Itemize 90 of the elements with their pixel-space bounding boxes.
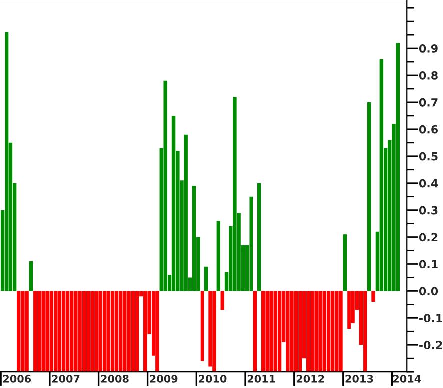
bar (110, 291, 115, 372)
bar (266, 291, 270, 372)
bar (330, 291, 335, 372)
bar (326, 291, 331, 372)
bar (298, 291, 302, 372)
bar (42, 291, 46, 372)
bar (90, 291, 94, 372)
bar (339, 291, 343, 372)
bar (314, 291, 318, 372)
y-tick-label: 0.0 (419, 287, 438, 296)
bar (86, 291, 90, 372)
bar (74, 291, 78, 372)
x-tick-label: 2006 (3, 375, 32, 383)
bar (58, 291, 62, 372)
x-tick-label: 2008 (101, 375, 129, 383)
bar (261, 291, 266, 372)
bar (34, 291, 38, 372)
bar (310, 291, 314, 372)
bar (131, 291, 136, 372)
x-tick-label: 2013 (346, 375, 374, 383)
y-tick-label: 0.2 (419, 233, 438, 242)
bar (290, 291, 294, 372)
bar (204, 266, 208, 292)
bar (372, 291, 376, 302)
bar (322, 291, 327, 372)
bar (102, 291, 106, 372)
bar (396, 43, 400, 292)
y-tick-label: 0.8 (419, 71, 438, 80)
bar (114, 291, 119, 372)
bar (37, 291, 42, 372)
bar (220, 291, 225, 310)
x-tick-label: 2012 (296, 375, 324, 383)
bar (250, 196, 254, 292)
y-tick-label: 0.4 (419, 179, 438, 188)
x-tick-label: 2009 (150, 375, 178, 383)
bar (156, 291, 160, 372)
bar (66, 291, 70, 372)
bar (94, 291, 98, 372)
bar (270, 291, 274, 372)
bar (367, 102, 372, 292)
bar (274, 291, 278, 372)
bar (119, 291, 123, 372)
bar (380, 59, 384, 292)
bar (29, 262, 34, 292)
bar (192, 186, 196, 292)
x-tick-label: 2014 (393, 375, 422, 383)
bar (318, 291, 322, 372)
bar (46, 291, 50, 372)
bar (164, 80, 168, 292)
bar (253, 291, 258, 372)
x-tick-label: 2011 (248, 375, 276, 383)
bar (364, 291, 368, 372)
bar (21, 291, 25, 372)
y-tick-label: 0.5 (419, 152, 438, 161)
bar (70, 291, 74, 372)
bar (343, 234, 347, 292)
y-tick-label: 0.1 (419, 260, 438, 269)
x-tick-label: 2010 (199, 375, 227, 383)
bar (294, 291, 298, 372)
bar (98, 291, 102, 372)
bar (216, 221, 220, 292)
bar (135, 291, 140, 372)
bar (278, 291, 282, 372)
bar (184, 134, 188, 292)
bar (54, 291, 58, 372)
y-tick-label: -0.1 (420, 314, 442, 323)
bar (123, 291, 127, 372)
y-tick-label: -0.2 (420, 341, 442, 350)
y-tick-label: 0.6 (419, 125, 438, 134)
bar (258, 183, 262, 292)
bar (82, 291, 86, 372)
bar (25, 291, 29, 372)
y-tick-label: 0.9 (419, 44, 438, 53)
bar (348, 291, 351, 329)
bar (212, 291, 216, 372)
bar (17, 291, 21, 372)
x-tick-label: 2007 (52, 375, 80, 383)
bar (62, 291, 66, 372)
bar (335, 291, 339, 372)
y-tick-label: 0.3 (419, 206, 438, 215)
bar (127, 291, 131, 372)
bar (306, 291, 310, 372)
bar (233, 97, 237, 292)
bar (172, 116, 176, 292)
bar (106, 291, 110, 372)
bar (50, 291, 54, 372)
bar (286, 291, 290, 372)
bar (78, 291, 82, 372)
y-tick-label: 0.7 (419, 98, 438, 107)
bar (144, 291, 148, 372)
